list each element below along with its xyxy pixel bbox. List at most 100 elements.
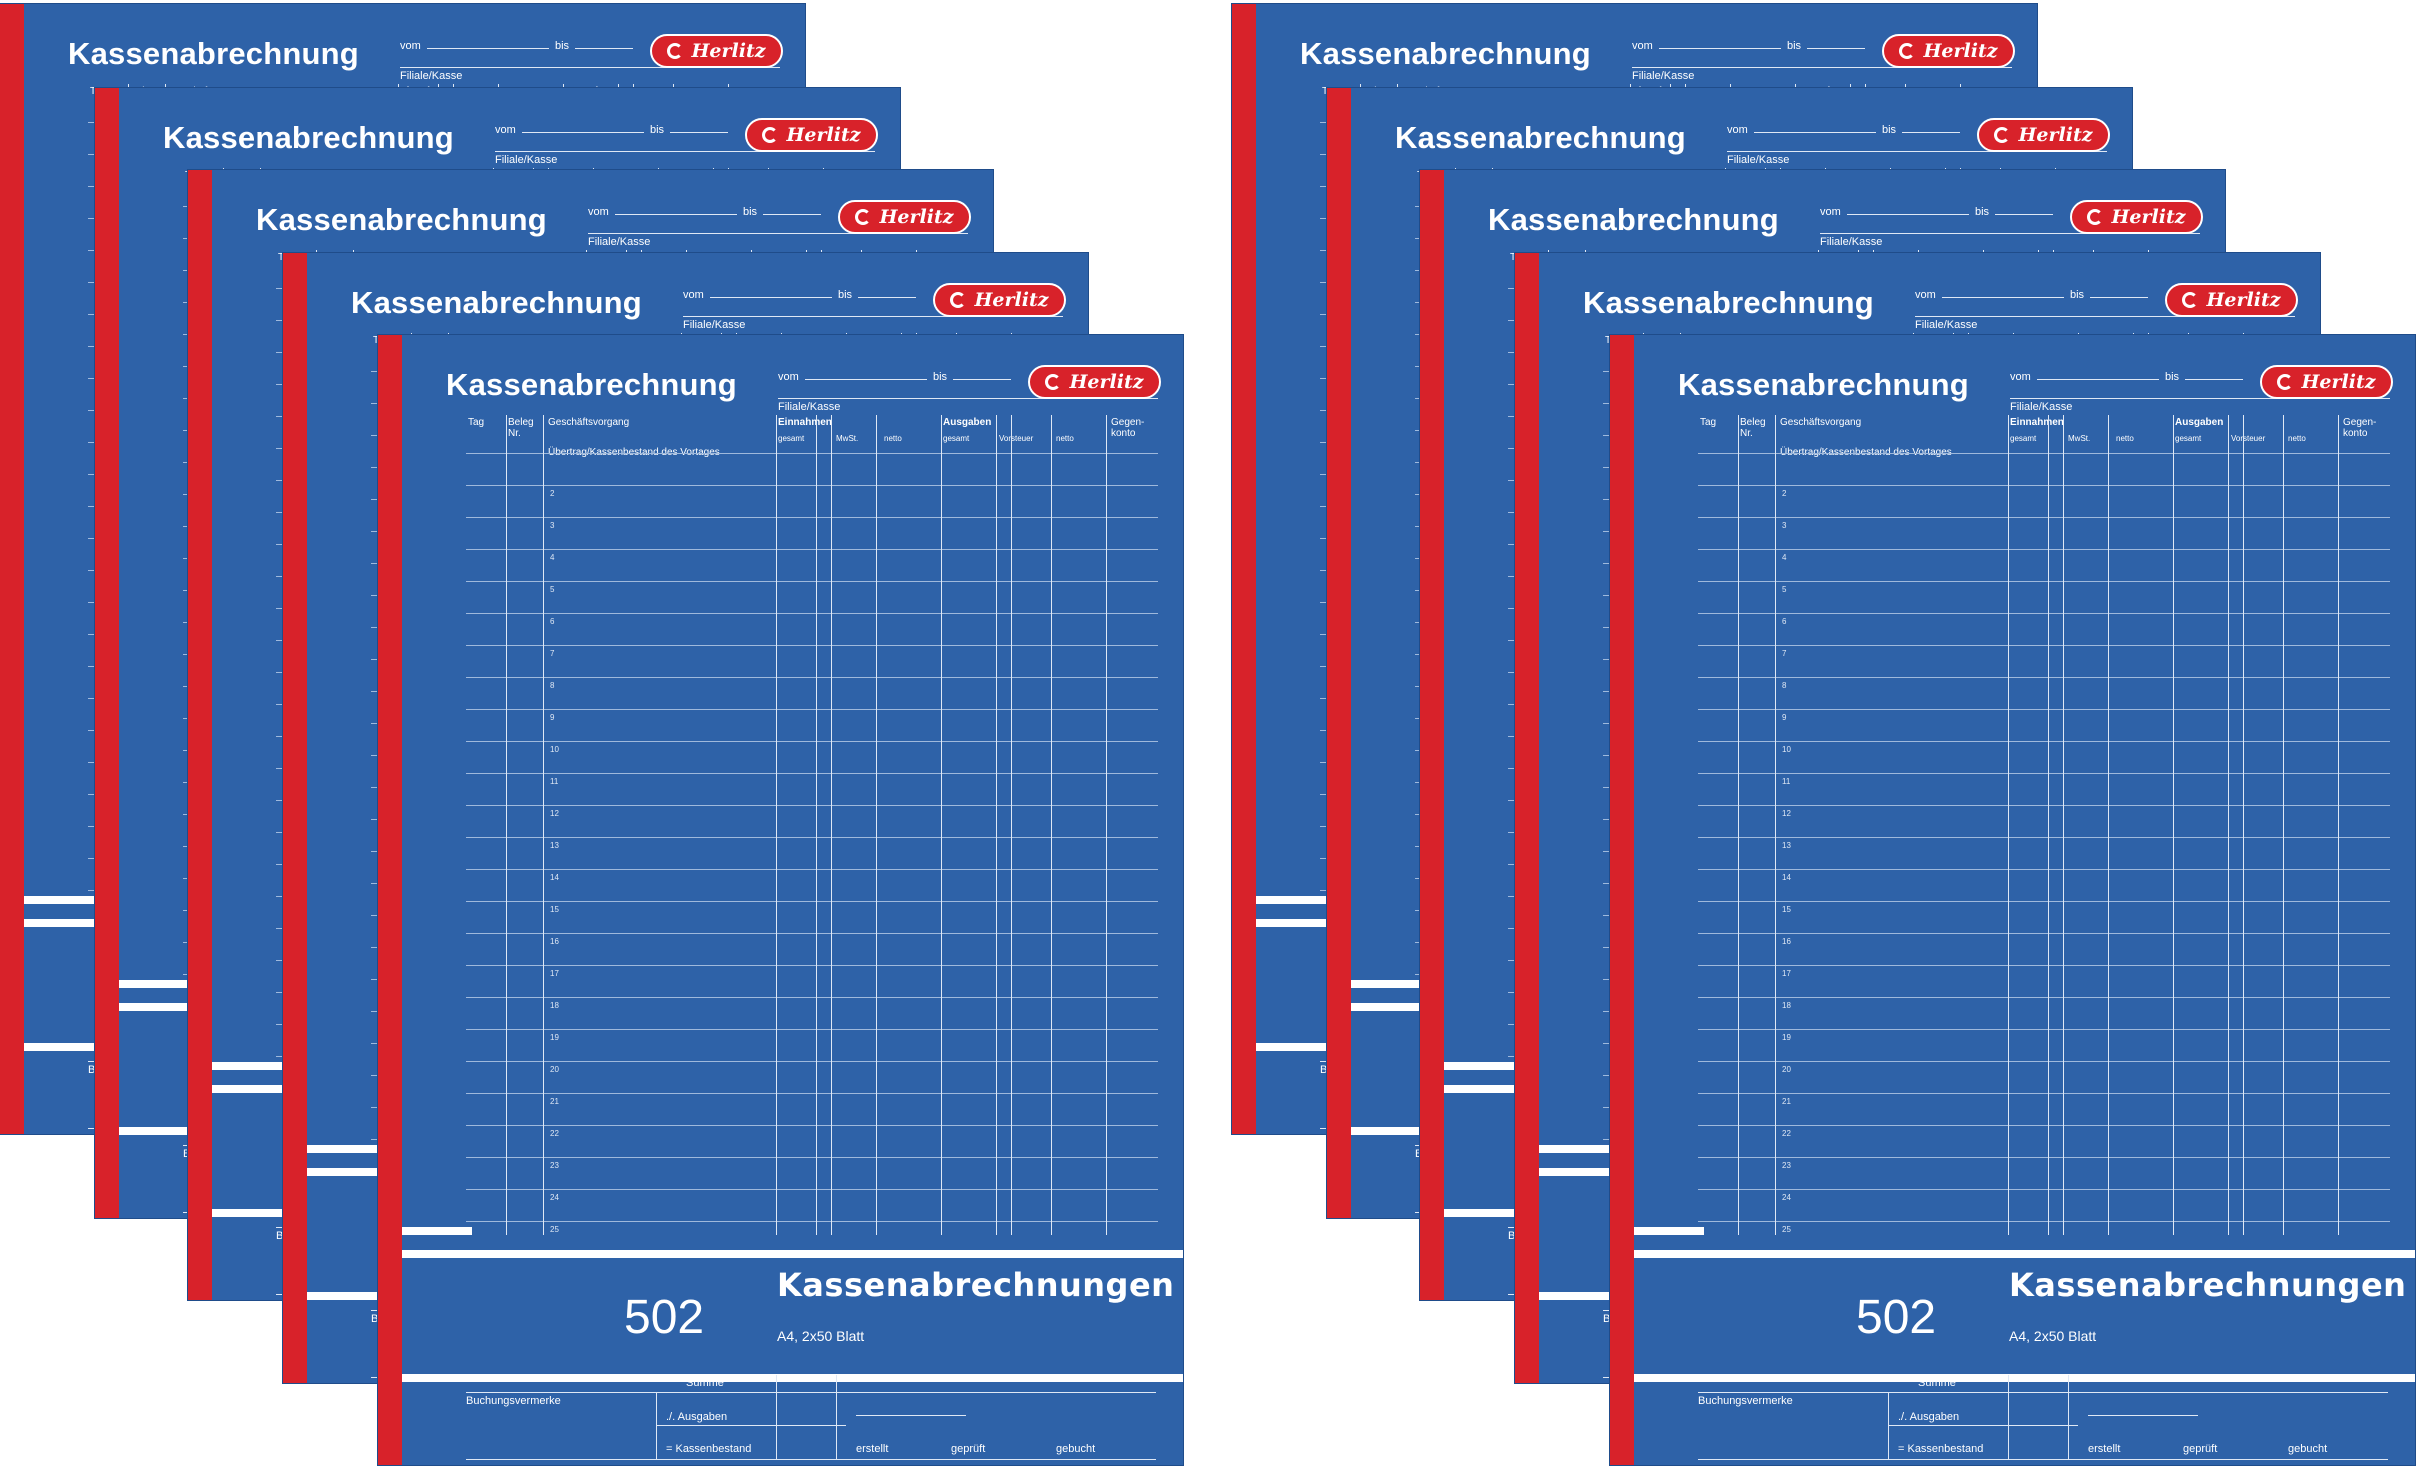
- row-number: 9: [1782, 713, 1787, 722]
- table-row: [466, 933, 1158, 934]
- edge-stripe: [212, 1062, 282, 1070]
- row-number: 2: [1782, 489, 1787, 498]
- vom-field: vom: [1727, 124, 1882, 136]
- brand-logo: Herlitz: [933, 283, 1066, 317]
- format-label: A4, 2x50 Blatt: [777, 1328, 865, 1344]
- sub-gesamt: gesamt: [2175, 434, 2202, 443]
- kassenbestand-label: = Kassenbestand: [666, 1443, 752, 1455]
- filiale-label: Filiale/Kasse: [1727, 151, 2107, 166]
- table-row: [466, 1093, 1158, 1094]
- grid-vline: [1011, 415, 1012, 1235]
- table-row: [466, 709, 1158, 710]
- row-number: 8: [1782, 681, 1787, 690]
- vom-field: vom: [1915, 289, 2070, 301]
- footer-area: Summe Buchungsvermerke ./. Ausgaben = Ka…: [466, 1375, 1158, 1460]
- bis-field: bis: [650, 124, 729, 136]
- brand-name: Herlitz: [1069, 371, 1144, 393]
- row-number: 11: [1782, 777, 1791, 786]
- buchungsvermerke-label: Buchungsvermerke: [1698, 1395, 1793, 1407]
- row-number: 5: [550, 585, 555, 594]
- left-stack: Kassenabrechnung vom bis Filiale/Kasse H…: [0, 0, 1190, 1470]
- table-row: [1698, 1029, 2390, 1030]
- grid-vline: [2048, 415, 2049, 1235]
- brand-name: Herlitz: [2206, 289, 2281, 311]
- row-number: 11: [550, 777, 559, 786]
- row-number: 16: [1782, 937, 1791, 946]
- row-number: 4: [1782, 553, 1787, 562]
- filiale-label: Filiale/Kasse: [1915, 316, 2295, 331]
- herlitz-swirl-icon: [762, 127, 779, 143]
- vom-field: vom: [1632, 40, 1787, 52]
- herlitz-swirl-icon: [667, 43, 684, 59]
- grid-vline: [2008, 415, 2009, 1235]
- row-number: 18: [550, 1001, 559, 1010]
- edge-stripe: [1634, 1227, 1704, 1235]
- red-spine: [188, 170, 212, 1300]
- row-number: 9: [550, 713, 555, 722]
- cover-band: 502 Kassenabrechnungen A4, 2x50 Blatt: [1634, 1250, 2415, 1382]
- brand-logo: Herlitz: [1882, 34, 2015, 68]
- table-row: [1698, 965, 2390, 966]
- pad-title: Kassenabrechnung: [1678, 367, 1969, 402]
- row-number: 12: [550, 809, 559, 818]
- brand-logo: Herlitz: [1028, 365, 1161, 399]
- row-number: 8: [550, 681, 555, 690]
- first-row-text: Übertrag/Kassenbestand des Vortages: [1780, 447, 1952, 458]
- row-number: 3: [550, 521, 555, 530]
- col-ausgaben: Ausgaben: [2175, 417, 2224, 428]
- grid-vline: [1051, 415, 1052, 1235]
- grid-vline: [996, 415, 997, 1235]
- table-row: [466, 741, 1158, 742]
- brand-logo: Herlitz: [1977, 118, 2110, 152]
- table-row: [1698, 677, 2390, 678]
- filiale-label: Filiale/Kasse: [778, 398, 1158, 413]
- red-spine: [1232, 4, 1256, 1134]
- row-number: 17: [1782, 969, 1791, 978]
- col-beleg: Beleg Nr.: [1740, 417, 1766, 439]
- row-number: 21: [550, 1097, 559, 1106]
- bis-field: bis: [555, 40, 634, 52]
- brand-name: Herlitz: [2018, 124, 2093, 146]
- grid-vline: [2173, 415, 2174, 1235]
- filiale-label: Filiale/Kasse: [1632, 67, 2012, 82]
- brand-logo: Herlitz: [2165, 283, 2298, 317]
- sub-vorsteuer: Vorsteuer: [2231, 434, 2266, 443]
- row-number: 13: [550, 841, 559, 850]
- table-row: [1698, 1157, 2390, 1158]
- table-row: [466, 581, 1158, 582]
- row-number: 7: [1782, 649, 1787, 658]
- bis-field: bis: [2165, 371, 2244, 383]
- table-row: [466, 1189, 1158, 1190]
- col-vorgang: Geschäftsvorgang: [548, 417, 630, 428]
- col-tag: Tag: [468, 417, 485, 428]
- row-number: 19: [550, 1033, 559, 1042]
- grid-vline: [543, 415, 544, 1235]
- herlitz-swirl-icon: [1045, 374, 1062, 390]
- herlitz-swirl-icon: [2087, 209, 2104, 225]
- table-row: [1698, 1189, 2390, 1190]
- sub-gesamt: gesamt: [2010, 434, 2037, 443]
- pad-title: Kassenabrechnung: [1488, 202, 1779, 237]
- row-number: 4: [550, 553, 555, 562]
- sub-gesamt: gesamt: [943, 434, 970, 443]
- gebucht-label: gebucht: [2288, 1443, 2328, 1455]
- col-vorgang: Geschäftsvorgang: [1780, 417, 1862, 428]
- erstellt-label: erstellt: [2088, 1443, 2121, 1455]
- brand-name: Herlitz: [2301, 371, 2376, 393]
- row-number: 3: [1782, 521, 1787, 530]
- table-row: [1698, 869, 2390, 870]
- table-row: [466, 517, 1158, 518]
- row-number: 13: [1782, 841, 1791, 850]
- pad-title: Kassenabrechnung: [351, 285, 642, 320]
- filiale-label: Filiale/Kasse: [495, 151, 875, 166]
- table-row: [1698, 645, 2390, 646]
- table-row: [1698, 453, 2390, 454]
- row-number: 17: [550, 969, 559, 978]
- vom-field: vom: [400, 40, 555, 52]
- pad-title: Kassenabrechnung: [68, 36, 359, 71]
- grid-vline: [2243, 415, 2244, 1235]
- grid-vline: [2338, 415, 2339, 1235]
- ledger-grid: Tag Beleg Nr. Geschäftsvorgang Einnahmen…: [1698, 415, 2390, 1235]
- red-spine: [95, 88, 119, 1218]
- row-number: 18: [1782, 1001, 1791, 1010]
